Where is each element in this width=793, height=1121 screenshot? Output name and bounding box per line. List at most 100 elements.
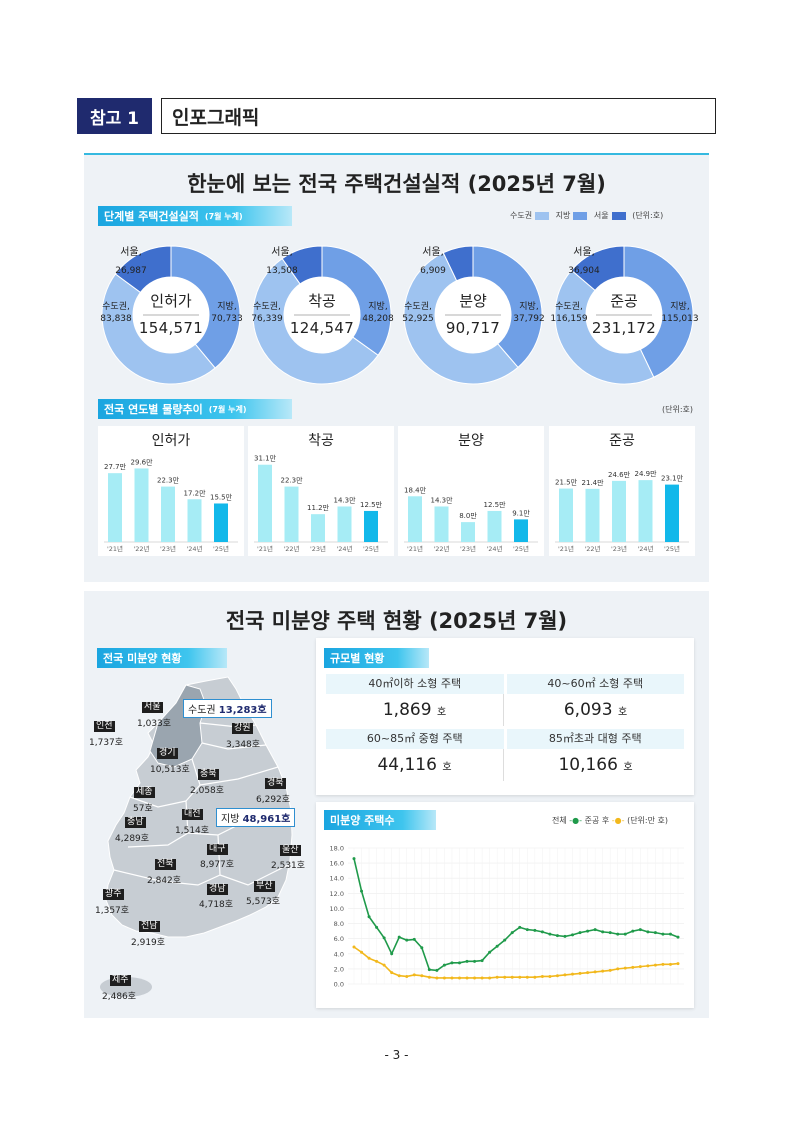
region-name-14: 부산 — [254, 881, 275, 892]
series-1-point-2 — [367, 956, 371, 960]
series-1-point-38 — [638, 965, 642, 969]
bar-value-label-1: 22.3만 — [280, 476, 303, 485]
metro-box-label: 수도권 — [188, 705, 216, 716]
unsold-trend-tag-label: 미분양 주택수 — [330, 814, 395, 827]
bar-value-label-0: 27.7만 — [104, 462, 127, 471]
series-1-point-12 — [442, 976, 446, 980]
bar-category-label-0: '21년 — [558, 544, 574, 553]
region-name-11: 전북 — [155, 859, 176, 870]
series-1-point-33 — [601, 969, 605, 973]
local-value-text: 70,733 — [211, 314, 243, 324]
series-1-point-3 — [375, 959, 379, 963]
donut-total-1: 124,547 — [289, 319, 355, 337]
series-0-point-5 — [390, 952, 394, 956]
region-value-4: 2,058호 — [190, 786, 225, 796]
series-1-point-4 — [382, 963, 386, 967]
donut-metro-label-3: 수도권, 116,159 — [549, 301, 589, 325]
seoul-label-text: 서울, — [573, 247, 595, 258]
page-number: - 3 - — [384, 1048, 409, 1062]
bar-card-0: 인허가 27.7만 '21년 29.6만 '22년 22.3만 '23년 17.2만 '24년 1… — [98, 426, 244, 556]
size-label-1: 40~60㎡ 소형 주택 — [506, 674, 684, 694]
series-1-point-0 — [352, 945, 356, 949]
legend-local: 지방 — [555, 211, 571, 220]
size-label-0: 40㎡이하 소형 주택 — [326, 674, 504, 694]
bar-card-1: 착공 31.1만 '21년 22.3만 '22년 11.2만 '23년 14.3만 '24년 12… — [248, 426, 394, 556]
series-1-point-13 — [450, 976, 454, 980]
bar-value-label-0: 21.5만 — [555, 478, 578, 487]
metro-value-text: 116,159 — [550, 314, 588, 324]
y-tick-4: 8.0 — [334, 920, 344, 928]
bar-chart-3: 21.5만 '21년 21.4만 '22년 24.6만 '23년 24.9만 '24년 23.1… — [555, 469, 689, 553]
region-value-15: 2,919호 — [131, 938, 166, 948]
series-1-point-40 — [653, 963, 657, 967]
donut-seoul-label-2: 서울, 6,909 — [411, 247, 455, 277]
bar-value-label-4: 9.1만 — [512, 508, 530, 517]
series-0-point-10 — [427, 968, 431, 972]
series-0-point-27 — [555, 934, 559, 938]
region-name-16: 제주 — [110, 975, 131, 986]
section2-title: 전국 미분양 주택 현황 (2025년 7월) — [225, 609, 568, 633]
y-tick-6: 12.0 — [330, 890, 344, 898]
region-name-12: 광주 — [103, 889, 124, 900]
bar-card-2: 분양 18.4만 '21년 14.3만 '22년 8.0만 '23년 12.5만 '24년 9.1… — [398, 426, 544, 556]
donut-total-2: 90,717 — [445, 319, 501, 337]
series-1-point-22 — [518, 975, 522, 979]
unsold-map-tag: 전국 미분양 현황 — [97, 648, 227, 668]
bar-3 — [337, 506, 352, 542]
series-0-point-30 — [578, 931, 582, 935]
series-1-point-34 — [608, 968, 612, 972]
y-tick-8: 16.0 — [330, 860, 344, 868]
region-name-4: 충북 — [198, 769, 219, 780]
series-1-point-23 — [525, 975, 529, 979]
bar-value-label-3: 24.9만 — [634, 469, 657, 478]
series-1-point-18 — [488, 976, 492, 980]
series-0-point-20 — [503, 938, 507, 942]
region-name-8: 충남 — [125, 817, 146, 828]
series-0-point-40 — [653, 931, 657, 935]
donut-local-label-2: 지방, 37,792 — [509, 301, 549, 325]
region-value-0: 1,033호 — [137, 719, 172, 729]
series-1-point-35 — [616, 967, 620, 971]
series-0-point-0 — [352, 857, 356, 861]
local-label-text: 지방, — [519, 302, 539, 312]
bar-category-label-1: '22년 — [133, 544, 149, 553]
donut-metro-label-2: 수도권, 52,925 — [398, 301, 438, 325]
donut-metro-label-0: 수도권, 83,838 — [96, 301, 136, 325]
metro-label-text: 수도권, — [555, 302, 583, 312]
bar-0 — [108, 473, 122, 542]
series-1-point-36 — [623, 966, 627, 970]
bar-1 — [585, 488, 600, 542]
legend-local-swatch — [573, 211, 588, 220]
local-label-text: 지방, — [368, 302, 388, 312]
seoul-value-text: 6,909 — [420, 266, 446, 276]
region-value-14: 5,573호 — [246, 897, 281, 907]
bar-chart-2: 18.4만 '21년 14.3만 '22년 8.0만 '23년 12.5만 '24년 9.1만 '… — [404, 485, 538, 553]
series-0-point-32 — [593, 928, 597, 932]
region-value-3: 3,348호 — [226, 740, 261, 750]
bar-category-label-2: '23년 — [310, 544, 326, 553]
yearly-trend-label: 전국 연도별 물량추이 — [104, 403, 203, 416]
series-1-point-25 — [540, 974, 544, 978]
series-0-point-17 — [480, 959, 484, 963]
bar-card-title-1: 착공 — [308, 433, 334, 449]
seoul-value-text: 26,987 — [115, 266, 147, 276]
series-1-point-29 — [571, 972, 575, 976]
donut-total-3: 231,172 — [591, 319, 657, 337]
bar-0 — [258, 464, 272, 542]
region-value-9: 8,977호 — [200, 860, 235, 870]
section1-title: 한눈에 보는 전국 주택건설실적 (2025년 7월) — [187, 172, 606, 196]
series-0-point-23 — [525, 928, 529, 932]
bar-category-label-0: '21년 — [407, 544, 423, 553]
series-0-point-29 — [571, 933, 575, 937]
region-name-6: 세종 — [134, 787, 155, 798]
bar-category-label-2: '23년 — [460, 544, 476, 553]
metro-label-text: 수도권, — [102, 302, 130, 312]
series-0-point-19 — [495, 944, 499, 948]
donut-name-3: 준공 — [610, 292, 638, 310]
bar-value-label-0: 18.4만 — [404, 485, 427, 494]
bar-0 — [408, 496, 422, 542]
size-value-1-number: 6,093 — [563, 700, 613, 720]
series-1-point-1 — [360, 950, 364, 954]
series-1-point-20 — [503, 975, 507, 979]
line-legend-total: 전체 — [552, 816, 567, 825]
